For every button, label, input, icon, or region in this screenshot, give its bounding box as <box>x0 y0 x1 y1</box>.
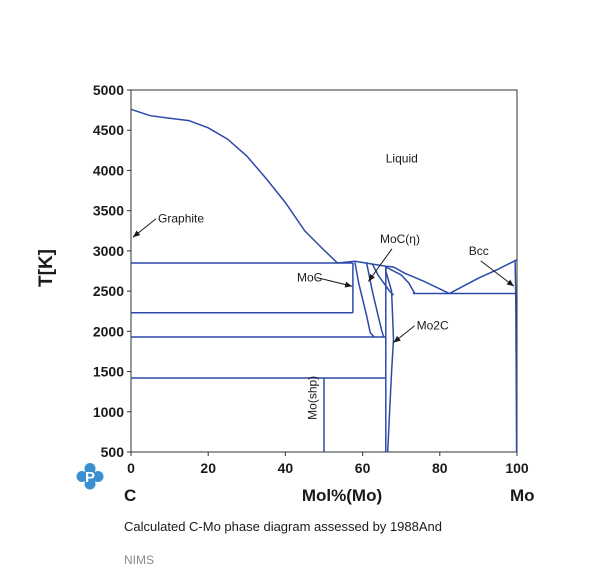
y-tick-label: 5000 <box>93 82 124 98</box>
x-tick-label: 40 <box>278 460 294 476</box>
y-tick-label: 500 <box>101 444 125 460</box>
y-tick-label: 2000 <box>93 323 124 339</box>
phase-boundaries <box>130 108 518 453</box>
phase-boundary-line <box>514 260 518 453</box>
figure-caption: Calculated C-Mo phase diagram assessed b… <box>124 519 442 534</box>
annotation-arrowhead <box>368 274 375 282</box>
x-tick-label: 100 <box>505 460 529 476</box>
y-tick-label: 1500 <box>93 364 124 380</box>
x-end-label-right: Mo <box>510 486 535 505</box>
annotation-arrowhead <box>393 335 401 343</box>
phase-boundary-line <box>354 262 375 338</box>
y-tick-labels: 5000 4500 4000 3500 3000 2500 2000 1500 1000 500 <box>93 82 131 460</box>
y-tick-label: 2500 <box>93 283 124 299</box>
annotation-arrowhead <box>132 230 141 238</box>
y-tick-label: 3500 <box>93 203 124 219</box>
phase-boundary-line <box>371 263 395 296</box>
x-tick-labels: 0 20 40 60 80 100 <box>127 452 529 476</box>
y-tick-label: 1000 <box>93 404 124 420</box>
x-tick-label: 60 <box>355 460 371 476</box>
y-axis-title: T[K] <box>36 249 57 287</box>
annotation-label: Graphite <box>158 212 204 226</box>
caption-source: 1988And <box>389 519 442 534</box>
x-axis-title: Mol%(Mo) <box>302 486 382 505</box>
x-end-label-left: C <box>124 486 136 505</box>
x-tick-label: 80 <box>432 460 448 476</box>
annotation-label: Bcc <box>469 244 489 258</box>
annotation-label: Mo2C <box>417 319 449 333</box>
annotation-arrowhead <box>506 279 514 287</box>
annotation-label: MoC <box>297 270 323 284</box>
credit-label: NIMS <box>124 553 154 567</box>
phase-boundary-line <box>385 267 395 453</box>
phase-boundary-line <box>130 108 518 295</box>
logo-letter: P <box>85 469 95 486</box>
y-tick-label: 4000 <box>93 162 124 178</box>
x-tick-label: 0 <box>127 460 135 476</box>
p-logo-icon: P <box>76 463 104 490</box>
x-tick-label: 20 <box>200 460 216 476</box>
annotation-label: MoC(η) <box>380 232 420 246</box>
phase-boundary-line <box>365 262 385 338</box>
y-tick-label: 4500 <box>93 122 124 138</box>
phase-annotations: Liquid Graphite MoC(η) MoC Bcc Mo2C Mo(shp) <box>132 151 515 420</box>
annotation-arrowhead <box>344 281 353 288</box>
annotation-label: Mo(shp) <box>305 376 319 420</box>
annotation-label: Liquid <box>386 151 418 165</box>
phase-boundary-line <box>385 266 416 294</box>
y-tick-label: 3000 <box>93 243 124 259</box>
caption-text: Calculated C-Mo phase diagram assessed b… <box>124 519 387 534</box>
